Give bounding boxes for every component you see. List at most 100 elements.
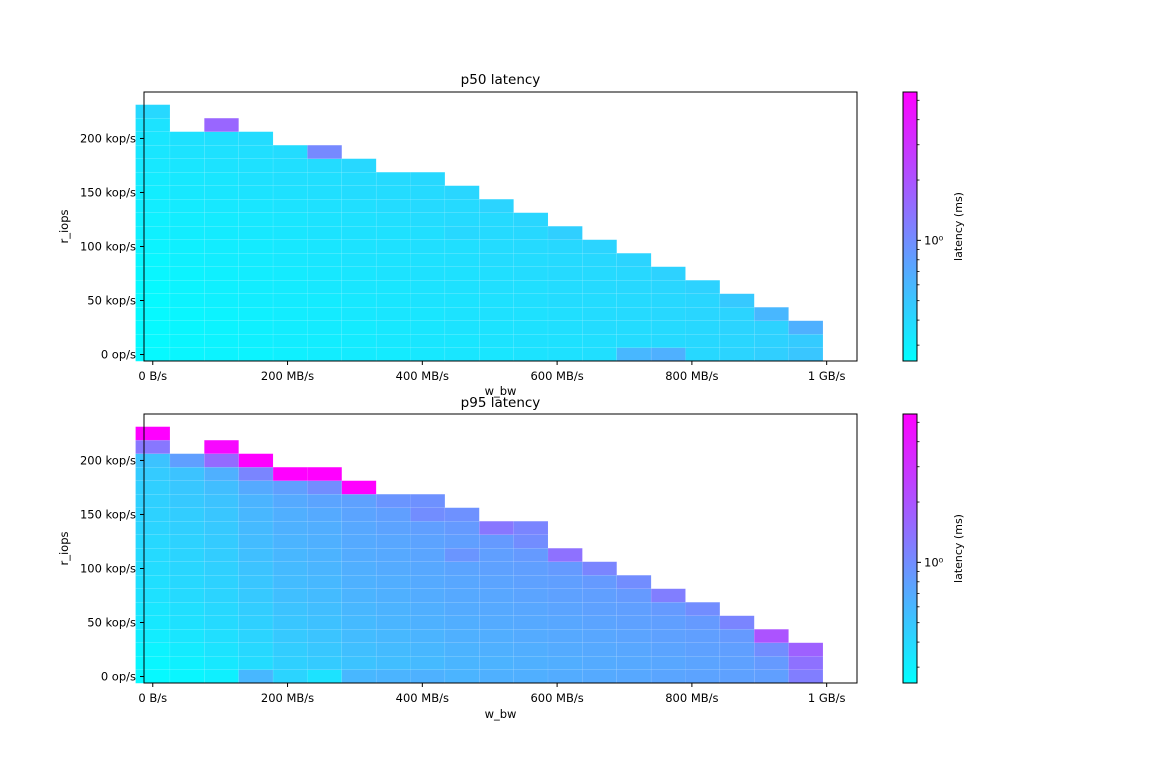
heatmap-cell: [307, 493, 343, 508]
heatmap-cell: [375, 507, 411, 522]
heatmap-cell: [272, 198, 308, 213]
heatmap-cell: [788, 320, 824, 335]
heatmap-cell: [204, 212, 239, 227]
heatmap-cell: [341, 520, 377, 535]
heatmap-cell: [135, 574, 171, 589]
heatmap-cell: [341, 574, 377, 589]
heatmap-cell: [444, 547, 480, 562]
heatmap-cell: [307, 347, 343, 362]
y-tick-label: 150 kop/s: [80, 185, 136, 199]
heatmap-cell: [410, 520, 446, 535]
heatmap-cell: [547, 669, 583, 684]
heatmap-cell: [410, 225, 446, 240]
heatmap-cell: [582, 669, 617, 684]
heatmap-cell: [650, 320, 686, 335]
heatmap-cell: [169, 561, 205, 576]
heatmap-cell: [272, 144, 308, 159]
heatmap-cell: [204, 252, 239, 267]
heatmap-cell: [410, 198, 446, 213]
heatmap-cell: [307, 656, 343, 671]
heatmap-cell: [169, 656, 205, 671]
heatmap-cell: [135, 171, 171, 186]
heatmap-cell: [375, 307, 411, 322]
heatmap-cell: [135, 439, 171, 454]
heatmap-cell: [479, 642, 514, 657]
heatmap-cell: [444, 293, 480, 308]
heatmap-cell: [341, 334, 377, 349]
heatmap-cell: [204, 185, 239, 200]
heatmap-cell: [410, 588, 446, 603]
heatmap-cell: [547, 279, 583, 294]
heatmap-cell: [341, 493, 377, 508]
heatmap-cell: [410, 334, 446, 349]
heatmap-cell: [169, 453, 205, 468]
y-tick-label: 100 kop/s: [80, 239, 136, 253]
heatmap-cell: [307, 669, 343, 684]
heatmap-cell: [272, 320, 308, 335]
heatmap-cell: [479, 320, 514, 335]
heatmap-cell: [685, 615, 721, 630]
heatmap-cell: [169, 615, 205, 630]
heatmap-cell: [788, 656, 824, 671]
heatmap-cell: [513, 212, 549, 227]
heatmap-cell: [444, 334, 480, 349]
heatmap-cell: [788, 347, 824, 362]
heatmap-cell: [307, 198, 343, 213]
heatmap-cell: [375, 669, 411, 684]
heatmap-cell: [238, 453, 274, 468]
heatmap-cell: [479, 252, 514, 267]
heatmap-cell: [238, 307, 274, 322]
heatmap-cell: [204, 293, 239, 308]
heatmap-cell: [238, 131, 274, 146]
heatmap-cell: [238, 507, 274, 522]
heatmap-cell: [650, 669, 686, 684]
heatmap-cell: [650, 347, 686, 362]
heatmap-cell: [238, 574, 274, 589]
heatmap-cell: [272, 669, 308, 684]
heatmap-cell: [444, 320, 480, 335]
heatmap-cell: [582, 334, 617, 349]
heatmap-cell: [204, 629, 239, 644]
heatmap-cell: [307, 615, 343, 630]
heatmap-cell: [204, 656, 239, 671]
heatmap-cell: [375, 293, 411, 308]
heatmap-cell: [238, 480, 274, 495]
heatmap-cell: [169, 629, 205, 644]
heatmap-cell: [272, 561, 308, 576]
heatmap-cell: [238, 493, 274, 508]
heatmap-cell: [307, 225, 343, 240]
heatmap-cell: [753, 320, 789, 335]
heatmap-cell: [238, 629, 274, 644]
heatmap-cell: [410, 601, 446, 616]
heatmap-cell: [238, 185, 274, 200]
x-axis-label: w_bw: [485, 384, 517, 398]
heatmap-cell: [169, 185, 205, 200]
heatmap-cell: [650, 279, 686, 294]
heatmap-cell: [616, 642, 652, 657]
heatmap-cell: [547, 225, 583, 240]
heatmap-cell: [375, 252, 411, 267]
heatmap-cell: [135, 320, 171, 335]
heatmap-cell: [272, 279, 308, 294]
heatmap-cell: [616, 574, 652, 589]
heatmap-cell: [410, 320, 446, 335]
heatmap-cell: [169, 252, 205, 267]
heatmap-cell: [582, 347, 617, 362]
heatmap-cell: [204, 171, 239, 186]
heatmap-cell: [650, 642, 686, 657]
heatmap-cell: [650, 334, 686, 349]
heatmap-cell: [547, 547, 583, 562]
heatmap-cell: [375, 656, 411, 671]
plot-frame: [143, 91, 858, 362]
heatmap-cell: [341, 293, 377, 308]
heatmap-cell: [169, 239, 205, 254]
heatmap-cell: [410, 185, 446, 200]
heatmap-cell: [513, 334, 549, 349]
heatmap-cell: [479, 225, 514, 240]
heatmap-cell: [547, 574, 583, 589]
heatmap-cell: [547, 601, 583, 616]
heatmap-cell: [479, 534, 514, 549]
heatmap-cell: [547, 615, 583, 630]
y-tick-label: 150 kop/s: [80, 507, 136, 521]
heatmap-cell: [410, 629, 446, 644]
